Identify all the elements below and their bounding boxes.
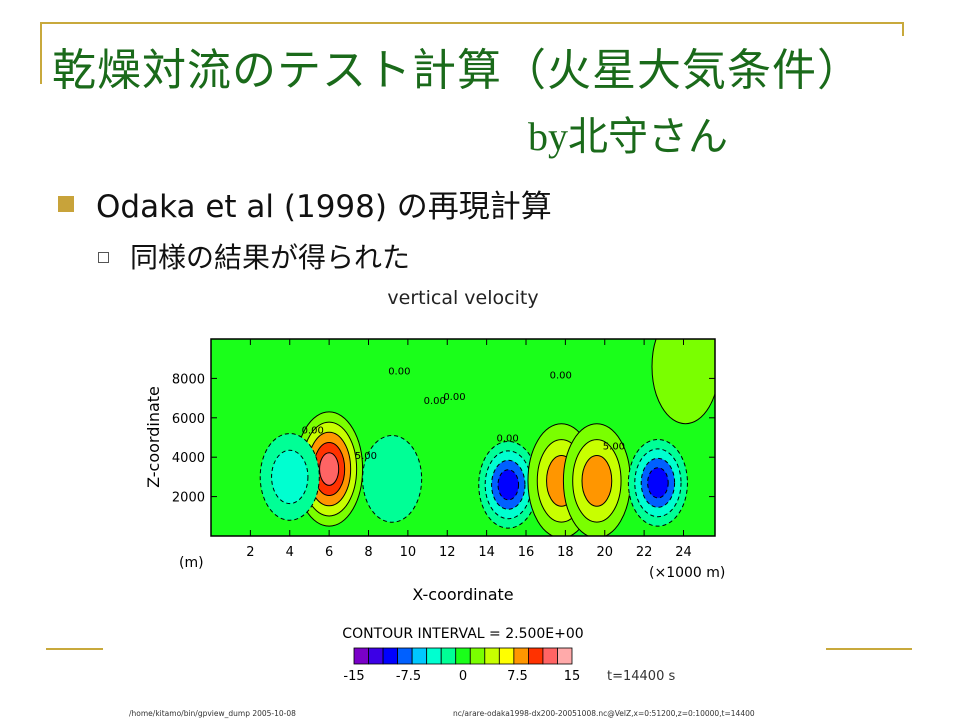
contour-label: 0.00 <box>496 433 518 444</box>
contour-band <box>581 454 613 507</box>
chart-title: vertical velocity <box>387 287 538 309</box>
x-tick-label: 4 <box>286 545 294 560</box>
contour-band <box>362 435 423 523</box>
contour-band <box>647 467 669 499</box>
contour-band <box>651 339 715 425</box>
colorbar-tick-label: 15 <box>564 669 581 684</box>
contour-label: 5.00 <box>603 441 625 452</box>
colorbar-swatch <box>440 647 457 665</box>
y-tick-label: 4000 <box>172 451 205 466</box>
x-tick-label: 18 <box>557 545 574 560</box>
byline-name: 北守さん <box>568 114 728 160</box>
contour-label: 0.00 <box>424 396 446 407</box>
x-unit-right: (×1000 m) <box>649 565 725 581</box>
colorbar-swatch <box>484 647 500 665</box>
x-tick-label: 20 <box>596 545 613 560</box>
contour-label: 5.00 <box>355 451 377 462</box>
contour-interval-text: CONTOUR INTERVAL = 2.500E+00 <box>342 626 583 642</box>
contour-feature-downdraft <box>627 438 688 527</box>
y-tick-label: 2000 <box>172 491 205 506</box>
colorbar-swatch <box>368 647 384 665</box>
slide-byline: by北守さん <box>528 104 728 162</box>
colorbar-swatch <box>353 647 369 665</box>
contour-label: 0.00 <box>443 392 465 403</box>
colorbar-swatch <box>426 647 442 665</box>
x-axis-label: X-coordinate <box>412 585 513 604</box>
footer-right: nc/arare-odaka1998-dx200-20051008.nc@Vel… <box>453 709 755 718</box>
x-tick-label: 14 <box>478 545 495 560</box>
colorbar-swatch <box>527 647 544 665</box>
contour-label: 0.00 <box>550 370 572 381</box>
x-tick-label: 16 <box>518 545 535 560</box>
contour-band <box>319 452 340 486</box>
x-tick-label: 8 <box>364 545 372 560</box>
colorbar-swatch <box>382 647 399 665</box>
bullet-2-text: 同様の結果が得られた <box>130 241 411 274</box>
y-axis-label: Z-coordinate <box>144 386 163 488</box>
contour-label: 0.00 <box>388 366 410 377</box>
x-tick-label: 24 <box>675 545 692 560</box>
plot-frame <box>210 338 716 537</box>
bullet-square-icon <box>58 196 74 212</box>
time-label: t=14400 s <box>607 669 675 684</box>
slide-frame-left <box>40 22 42 84</box>
bottom-rule-right <box>826 648 912 650</box>
contour-feature-updraft <box>651 339 715 425</box>
slide-frame-top <box>40 22 902 24</box>
colorbar-swatch <box>397 647 413 665</box>
colorbar-tick-label: -15 <box>343 669 364 684</box>
colorbar-swatch <box>411 647 428 665</box>
byline-by: by <box>528 114 568 159</box>
x-tick-label: 22 <box>636 545 653 560</box>
contour-feature-downdraft <box>362 435 423 523</box>
contour-chart: vertical velocity 2 4 6 8 10 12 14 16 18 20 22 2420… <box>129 287 755 718</box>
contour-feature-downdraft <box>259 433 320 521</box>
colorbar-swatch <box>469 647 486 665</box>
x-tick-label: 10 <box>400 545 417 560</box>
slide-frame-right <box>902 22 904 36</box>
slide-title: 乾燥対流のテスト計算（火星大気条件） <box>52 45 862 96</box>
figure: vertical velocity 2 4 6 8 10 12 14 16 18 20 22 24 20… <box>103 282 819 720</box>
colorbar-swatch <box>557 647 573 665</box>
colorbar-swatch <box>498 647 515 665</box>
footer-left: /home/kitamo/bin/gpview_dump 2005-10-08 <box>129 709 296 718</box>
contour-band <box>497 469 520 501</box>
y-tick-label: 6000 <box>172 412 205 427</box>
colorbar-tick-label: -7.5 <box>396 669 421 684</box>
hollow-square-bullet-icon <box>98 252 109 263</box>
colorbar-swatch <box>455 647 471 665</box>
colorbar-swatch <box>513 647 529 665</box>
x-tick-label: 12 <box>439 545 456 560</box>
colorbar-tick-label: 7.5 <box>507 669 528 684</box>
bottom-rule-left <box>46 648 103 650</box>
x-tick-label: 6 <box>325 545 333 560</box>
colorbar-tick-label: 0 <box>459 669 467 684</box>
contour-feature-updraft <box>562 423 631 536</box>
bullet-1-text: Odaka et al (1998) の再現計算 <box>96 189 552 225</box>
x-unit-left: (m) <box>179 555 204 571</box>
contour-label: 0.00 <box>302 426 324 437</box>
contour-band <box>271 449 309 505</box>
x-tick-label: 2 <box>246 545 254 560</box>
colorbar-swatch <box>542 647 558 665</box>
y-tick-label: 8000 <box>172 372 205 387</box>
